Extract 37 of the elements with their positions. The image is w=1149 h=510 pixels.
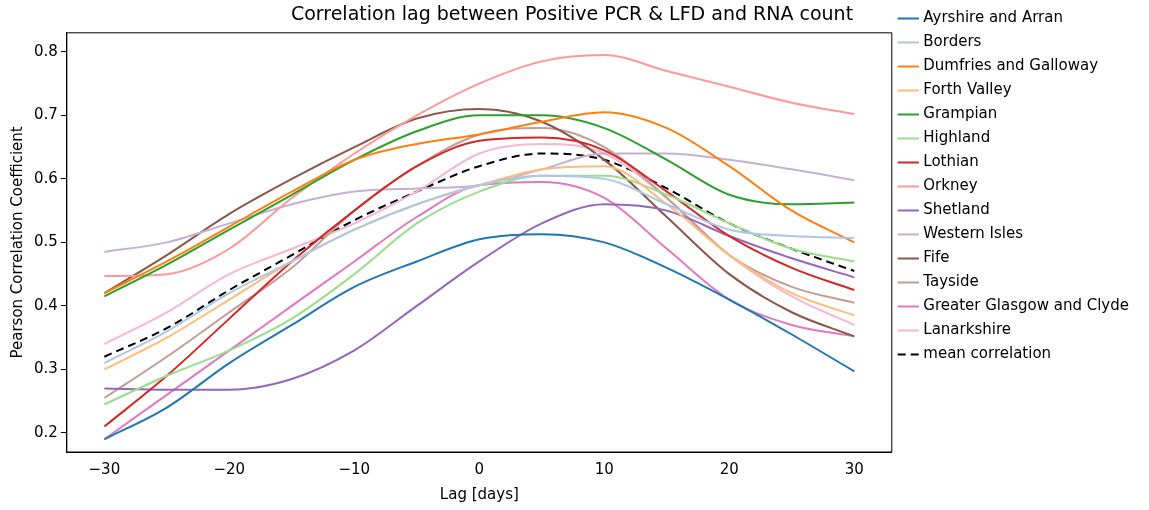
legend-label: Ayrshire and Arran bbox=[923, 8, 1063, 27]
y-tick-label: 0.6 bbox=[34, 168, 58, 187]
x-tick-label: 10 bbox=[594, 459, 614, 478]
y-tick-label: 0.5 bbox=[34, 232, 58, 251]
legend-label: Greater Glasgow and Clyde bbox=[923, 296, 1129, 315]
x-tick-label: −10 bbox=[338, 459, 371, 478]
line-series bbox=[103, 233, 856, 441]
x-tick-label: 30 bbox=[844, 459, 864, 478]
x-tick-label: 0 bbox=[474, 459, 485, 478]
line-series bbox=[103, 174, 856, 406]
line-series bbox=[103, 54, 856, 278]
legend-label: Shetland bbox=[923, 200, 990, 219]
y-tick-label: 0.4 bbox=[34, 295, 58, 314]
x-tick-label: −30 bbox=[88, 459, 121, 478]
line-series bbox=[103, 152, 856, 253]
legend-label: Orkney bbox=[923, 176, 978, 195]
x-axis-title: Lag [days] bbox=[439, 484, 519, 503]
legend-label: Fife bbox=[923, 248, 950, 267]
x-tick-label: −20 bbox=[213, 459, 246, 478]
legend-label: mean correlation bbox=[923, 344, 1052, 363]
x-tick-label: 20 bbox=[719, 459, 739, 478]
legend-label: Dumfries and Galloway bbox=[923, 56, 1099, 75]
legend-label: Lanarkshire bbox=[923, 320, 1011, 339]
legend-label: Western Isles bbox=[923, 224, 1024, 243]
y-tick-label: 0.8 bbox=[34, 41, 58, 60]
chart-title: Correlation lag between Positive PCR & LFD and RNA count bbox=[290, 2, 854, 25]
legend-label: Highland bbox=[923, 128, 991, 147]
legend-label: Lothian bbox=[923, 152, 979, 171]
legend-label: Grampian bbox=[923, 104, 998, 123]
line-series bbox=[103, 203, 856, 391]
y-tick-label: 0.3 bbox=[34, 359, 58, 378]
y-tick-label: 0.2 bbox=[34, 422, 58, 441]
legend-label: Tayside bbox=[922, 272, 979, 291]
y-tick-label: 0.7 bbox=[34, 105, 58, 124]
legend-label: Borders bbox=[923, 32, 982, 51]
legend-label: Forth Valley bbox=[923, 80, 1012, 99]
y-axis-title: Pearson Correlation Coefficient bbox=[7, 126, 26, 359]
